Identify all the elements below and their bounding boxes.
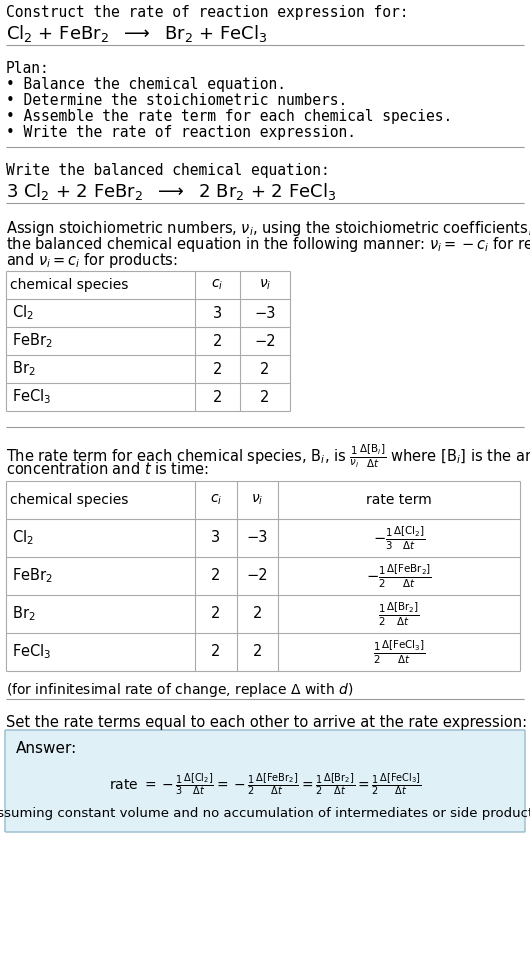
Text: $c_i$: $c_i$	[211, 277, 224, 292]
Text: the balanced chemical equation in the following manner: $\nu_i = -c_i$ for react: the balanced chemical equation in the fo…	[6, 235, 530, 254]
Text: concentration and $t$ is time:: concentration and $t$ is time:	[6, 461, 209, 477]
Text: 2: 2	[213, 362, 222, 376]
Text: Cl$_2$ + FeBr$_2$  $\longrightarrow$  Br$_2$ + FeCl$_3$: Cl$_2$ + FeBr$_2$ $\longrightarrow$ Br$_…	[6, 23, 268, 44]
Text: 3: 3	[211, 530, 220, 546]
Text: Plan:: Plan:	[6, 61, 50, 76]
Text: • Determine the stoichiometric numbers.: • Determine the stoichiometric numbers.	[6, 93, 347, 108]
Text: 2: 2	[260, 362, 270, 376]
Text: 2: 2	[213, 333, 222, 349]
Text: (assuming constant volume and no accumulation of intermediates or side products): (assuming constant volume and no accumul…	[0, 807, 530, 820]
FancyBboxPatch shape	[5, 730, 525, 832]
Text: −3: −3	[247, 530, 268, 546]
Text: −2: −2	[254, 333, 276, 349]
Text: FeBr$_2$: FeBr$_2$	[12, 566, 53, 585]
Text: • Assemble the rate term for each chemical species.: • Assemble the rate term for each chemic…	[6, 109, 452, 124]
Text: 2: 2	[211, 568, 220, 583]
Text: 2: 2	[253, 607, 262, 621]
Text: $c_i$: $c_i$	[210, 493, 222, 508]
Text: rate term: rate term	[366, 493, 432, 507]
Text: FeCl$_3$: FeCl$_3$	[12, 388, 51, 407]
Text: The rate term for each chemical species, B$_i$, is $\frac{1}{\nu_i}\frac{\Delta[: The rate term for each chemical species,…	[6, 443, 530, 470]
Text: Cl$_2$: Cl$_2$	[12, 528, 34, 548]
Text: 3: 3	[213, 306, 222, 320]
Text: $\nu_i$: $\nu_i$	[259, 277, 271, 292]
Text: and $\nu_i = c_i$ for products:: and $\nu_i = c_i$ for products:	[6, 251, 178, 270]
Text: 2: 2	[213, 389, 222, 405]
Text: Construct the rate of reaction expression for:: Construct the rate of reaction expressio…	[6, 5, 409, 20]
Text: 2: 2	[211, 607, 220, 621]
Text: 2: 2	[253, 645, 262, 660]
Text: Cl$_2$: Cl$_2$	[12, 304, 34, 322]
Text: (for infinitesimal rate of change, replace Δ with $d$): (for infinitesimal rate of change, repla…	[6, 681, 354, 699]
Text: Set the rate terms equal to each other to arrive at the rate expression:: Set the rate terms equal to each other t…	[6, 715, 527, 730]
Text: −2: −2	[246, 568, 268, 583]
Text: $\nu_i$: $\nu_i$	[251, 493, 264, 508]
Text: 2: 2	[211, 645, 220, 660]
Text: FeCl$_3$: FeCl$_3$	[12, 643, 51, 662]
Text: chemical species: chemical species	[10, 278, 128, 292]
Text: chemical species: chemical species	[10, 493, 128, 507]
Text: $-\frac{1}{3}\frac{\Delta[\mathrm{Cl_2}]}{\Delta t}$: $-\frac{1}{3}\frac{\Delta[\mathrm{Cl_2}]…	[373, 524, 425, 552]
Text: Answer:: Answer:	[16, 741, 77, 756]
Text: Write the balanced chemical equation:: Write the balanced chemical equation:	[6, 163, 330, 178]
Text: • Write the rate of reaction expression.: • Write the rate of reaction expression.	[6, 125, 356, 140]
Text: 2: 2	[260, 389, 270, 405]
Text: Br$_2$: Br$_2$	[12, 360, 36, 378]
Text: FeBr$_2$: FeBr$_2$	[12, 331, 53, 351]
Text: −3: −3	[254, 306, 276, 320]
Text: rate $= -\frac{1}{3}\frac{\Delta[\mathrm{Cl_2}]}{\Delta t} = -\frac{1}{2}\frac{\: rate $= -\frac{1}{3}\frac{\Delta[\mathrm…	[109, 771, 421, 797]
Text: Assign stoichiometric numbers, $\nu_i$, using the stoichiometric coefficients, $: Assign stoichiometric numbers, $\nu_i$, …	[6, 219, 530, 238]
Text: • Balance the chemical equation.: • Balance the chemical equation.	[6, 77, 286, 92]
Text: $\frac{1}{2}\frac{\Delta[\mathrm{Br_2}]}{\Delta t}$: $\frac{1}{2}\frac{\Delta[\mathrm{Br_2}]}…	[378, 601, 420, 628]
Text: $\frac{1}{2}\frac{\Delta[\mathrm{FeCl_3}]}{\Delta t}$: $\frac{1}{2}\frac{\Delta[\mathrm{FeCl_3}…	[373, 638, 425, 665]
Text: Br$_2$: Br$_2$	[12, 605, 36, 623]
Text: $-\frac{1}{2}\frac{\Delta[\mathrm{FeBr_2}]}{\Delta t}$: $-\frac{1}{2}\frac{\Delta[\mathrm{FeBr_2…	[366, 563, 432, 590]
Text: 3 Cl$_2$ + 2 FeBr$_2$  $\longrightarrow$  2 Br$_2$ + 2 FeCl$_3$: 3 Cl$_2$ + 2 FeBr$_2$ $\longrightarrow$ …	[6, 181, 336, 202]
